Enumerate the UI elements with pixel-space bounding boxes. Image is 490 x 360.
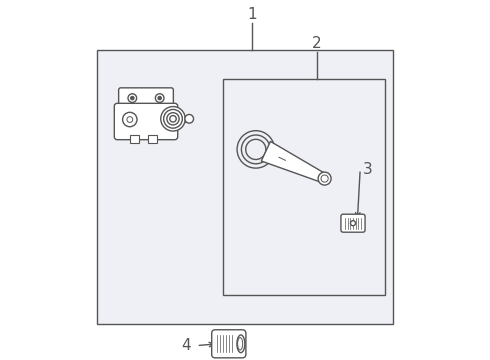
FancyBboxPatch shape — [114, 103, 178, 140]
Bar — [130, 135, 139, 143]
Circle shape — [350, 221, 356, 226]
Circle shape — [122, 112, 137, 127]
Bar — [223, 79, 386, 295]
Circle shape — [167, 113, 179, 125]
Circle shape — [130, 96, 134, 100]
Bar — [148, 135, 157, 143]
FancyBboxPatch shape — [341, 214, 365, 232]
Circle shape — [127, 117, 133, 122]
Circle shape — [155, 94, 164, 102]
Circle shape — [161, 107, 185, 131]
Bar — [173, 116, 187, 122]
Circle shape — [128, 94, 137, 102]
Circle shape — [318, 172, 331, 185]
Text: 2: 2 — [312, 36, 322, 51]
FancyBboxPatch shape — [212, 330, 246, 358]
Circle shape — [185, 114, 194, 123]
Circle shape — [170, 116, 176, 122]
Text: 4: 4 — [181, 338, 191, 353]
Bar — [98, 50, 392, 324]
Circle shape — [164, 109, 182, 128]
Text: 3: 3 — [363, 162, 372, 177]
Ellipse shape — [237, 335, 245, 353]
Circle shape — [321, 175, 328, 182]
Polygon shape — [261, 141, 327, 183]
FancyBboxPatch shape — [119, 88, 173, 108]
Text: 1: 1 — [247, 7, 257, 22]
Circle shape — [158, 96, 162, 100]
